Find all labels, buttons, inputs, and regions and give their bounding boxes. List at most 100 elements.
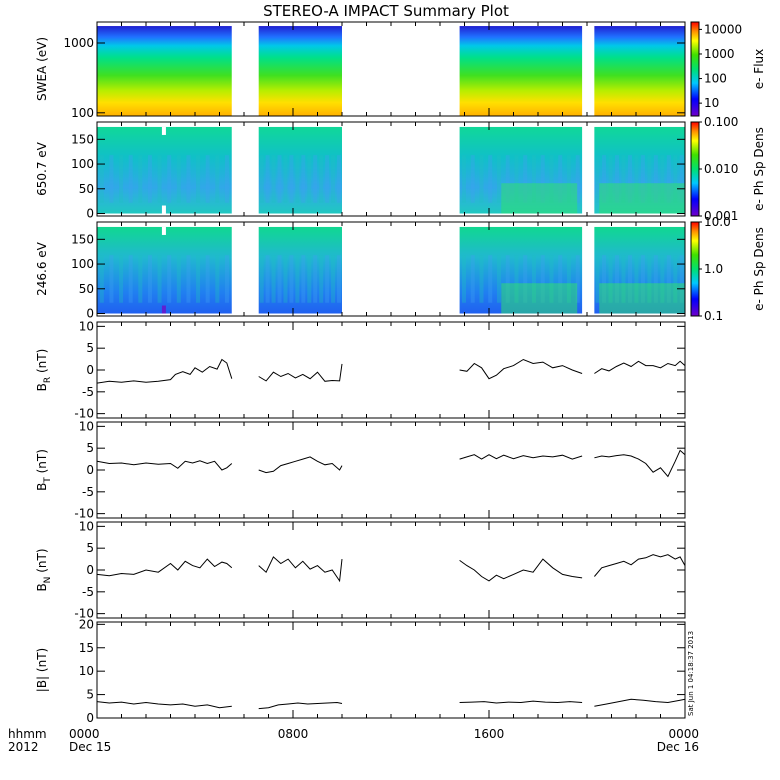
time-tick-label: 0000 <box>668 727 699 741</box>
time-tick-label: 0800 <box>278 727 309 741</box>
field-trace <box>459 558 583 582</box>
colorbar-label: e- Ph Sp Dens <box>752 127 766 211</box>
panel-4: -10 -5 0 5 10 BR (nT) <box>35 319 686 421</box>
y-axis-label: BR (nT) <box>35 349 53 392</box>
y-tick-label: 100 <box>71 106 94 120</box>
y-tick-label: 100 <box>71 157 94 171</box>
colorbar-tick-label: 1.0 <box>704 262 723 276</box>
y-axis-label: 246.6 eV <box>35 241 49 296</box>
spectrogram-block <box>258 226 342 314</box>
y-tick-label: 150 <box>71 232 94 246</box>
field-trace <box>594 698 686 707</box>
colorbar <box>690 21 700 117</box>
y-tick-label: 0 <box>86 307 94 321</box>
field-trace <box>96 701 232 709</box>
colorbar <box>690 121 700 217</box>
spectrogram-block <box>97 26 232 116</box>
footer-hhmm: hhmm <box>8 727 47 741</box>
y-tick-label: 0 <box>86 563 94 577</box>
date-label: Dec 15 <box>69 740 111 754</box>
y-tick-label: 10 <box>79 419 94 433</box>
time-tick-label: 1600 <box>474 727 505 741</box>
y-tick-label: 50 <box>79 182 94 196</box>
spectrogram-block <box>594 26 685 116</box>
colorbar-tick-label: 100 <box>704 72 727 86</box>
field-trace <box>96 358 233 384</box>
panel-frame <box>96 321 686 419</box>
field-trace <box>258 363 343 382</box>
y-tick-label: -10 <box>74 607 94 621</box>
y-tick-label: 15 <box>79 641 94 655</box>
panel-frame <box>96 421 686 519</box>
date-label: Dec 16 <box>657 740 699 754</box>
field-trace <box>258 556 343 583</box>
y-tick-label: 5 <box>86 341 94 355</box>
footer-year: 2012 <box>8 740 39 754</box>
panel-frame <box>96 521 686 619</box>
y-tick-label: 20 <box>79 617 94 631</box>
y-tick-label: 10 <box>79 319 94 333</box>
field-trace <box>594 554 686 577</box>
colorbar <box>690 221 700 317</box>
colorbar-tick-label: 0.010 <box>704 162 738 176</box>
y-axis-label: BT (nT) <box>35 449 53 491</box>
time-tick-label: 0000 <box>69 727 100 741</box>
colorbar-tick-label: 0.1 <box>704 309 723 323</box>
y-tick-label: 0 <box>86 207 94 221</box>
spectrogram-block <box>258 126 342 214</box>
colorbar-tick-label: 0.100 <box>704 115 738 129</box>
y-tick-label: 5 <box>86 441 94 455</box>
timestamp: Sat Jun 1 04:18:37 2013 <box>687 631 695 716</box>
spectrogram-block <box>258 26 342 116</box>
y-tick-label: 50 <box>79 282 94 296</box>
y-tick-label: 5 <box>86 541 94 555</box>
field-trace <box>594 360 686 374</box>
y-tick-label: -10 <box>74 507 94 521</box>
panel-7: 0 5 10 15 20 |B| (nT) <box>35 617 686 725</box>
y-tick-label: 150 <box>71 132 94 146</box>
field-trace <box>96 558 233 577</box>
y-axis-label: 650.7 eV <box>35 141 49 196</box>
y-axis-label: SWEA (eV) <box>35 37 49 101</box>
y-tick-label: 10 <box>79 519 94 533</box>
y-tick-label: 10 <box>79 664 94 678</box>
field-trace <box>96 460 233 471</box>
figure-title: STEREO-A IMPACT Summary Plot <box>263 2 509 20</box>
colorbar-tick-label: 0.001 <box>704 209 738 223</box>
y-tick-label: 0 <box>86 463 94 477</box>
panel-3: 0.1 1.0 10.0 e- Ph Sp Dens 0 50 100 150 246.6 eV <box>35 215 766 323</box>
y-tick-label: 100 <box>71 257 94 271</box>
field-trace <box>258 701 343 710</box>
y-tick-label: -5 <box>82 385 94 399</box>
colorbar-tick-label: 10.0 <box>704 215 731 229</box>
colorbar-tick-label: 10000 <box>704 22 742 36</box>
y-tick-label: 0 <box>86 363 94 377</box>
panel-5: -10 -5 0 5 10 BT (nT) <box>35 419 686 521</box>
field-trace <box>459 454 583 460</box>
spectrogram-block <box>97 226 232 314</box>
field-trace <box>459 700 583 704</box>
y-tick-label: 0 <box>86 711 94 725</box>
y-axis-label: |B| (nT) <box>35 648 49 692</box>
panel-2: 0.001 0.010 0.100 e- Ph Sp Dens 0 50 100 150 650… <box>35 115 766 223</box>
colorbar-tick-label: 1000 <box>704 47 735 61</box>
spectrogram-block <box>97 126 232 214</box>
panel-1: 10 100 1000 10000 e- Flux 100 1000 SWEA (eV) <box>35 21 766 120</box>
field-trace <box>459 358 583 380</box>
spectrogram-block <box>459 26 583 116</box>
panel-6: -10 -5 0 5 10 BN (nT) <box>35 519 686 621</box>
y-tick-label: -5 <box>82 485 94 499</box>
panel-frame <box>96 621 686 719</box>
y-tick-label: -5 <box>82 585 94 599</box>
colorbar-tick-label: 10 <box>704 96 719 110</box>
colorbar-label: e- Flux <box>752 49 766 89</box>
y-tick-label: 5 <box>86 688 94 702</box>
y-tick-label: -10 <box>74 407 94 421</box>
field-trace <box>258 456 343 474</box>
colorbar-label: e- Ph Sp Dens <box>752 227 766 311</box>
y-tick-label: 1000 <box>63 36 94 50</box>
field-trace <box>594 449 686 478</box>
